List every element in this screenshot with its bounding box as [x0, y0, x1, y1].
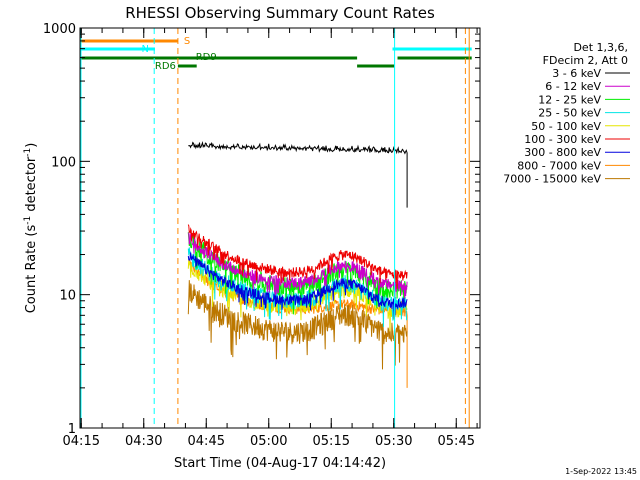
series-line-6-12-kev — [187, 232, 408, 299]
x-tick-label: 04:45 — [188, 434, 225, 449]
y-tick-label: 100 — [51, 155, 76, 170]
series-layer — [187, 140, 408, 388]
axis-ticks: 04:15 04:30 04:45 05:00 05:15 05:30 05:45 1 10 10… — [43, 22, 480, 449]
series-line-300-800-kev — [187, 252, 408, 320]
y-axis-label-sup2: -1 — [23, 148, 33, 157]
x-tick-label: 05:15 — [313, 434, 350, 449]
series-line-25-50-kev — [187, 247, 408, 328]
x-axis-label: Start Time (04-Aug-17 04:14:42) — [174, 456, 386, 471]
series-line-3-6-kev — [188, 140, 408, 208]
series-line-7000-15000-kev — [187, 280, 408, 370]
x-tick-label: 04:30 — [125, 434, 162, 449]
night-bar-label: N — [142, 44, 149, 55]
footer-timestamp: 1-Sep-2022 13:45 — [565, 467, 637, 476]
legend-entry-label: 100 - 300 keV — [524, 133, 601, 146]
y-axis-label-part1: Count Rate (s — [24, 225, 39, 314]
chart-title: RHESSI Observing Summary Count Rates — [125, 4, 435, 22]
y-axis-label-part2: detector — [24, 156, 39, 216]
state-bars-layer: S N RD9 RD6 — [80, 36, 472, 72]
x-tick-label: 05:45 — [438, 434, 475, 449]
legend-entry-label: 25 - 50 keV — [538, 107, 601, 120]
legend-entry-label: 50 - 100 keV — [531, 120, 601, 133]
legend-entry-label: 800 - 7000 keV — [517, 159, 601, 172]
vertical-markers-layer — [80, 28, 470, 428]
legend-entry-label: 7000 - 15000 keV — [503, 173, 601, 186]
y-tick-label: 10 — [59, 289, 76, 304]
y-tick-label: 1 — [68, 422, 76, 437]
plot-frame — [79, 27, 481, 429]
legend-entry-label: 6 - 12 keV — [545, 80, 601, 93]
series-line-100-300-kev — [187, 224, 408, 289]
y-axis-label-sup1: -1 — [23, 216, 33, 225]
saa-bar-label: RD9 — [196, 52, 217, 63]
legend-entry-label: 3 - 6 keV — [552, 67, 601, 80]
x-tick-label: 05:00 — [250, 434, 287, 449]
x-tick-label: 05:30 — [375, 434, 412, 449]
legend-header-detectors: Det 1,3,6, — [573, 41, 628, 54]
y-tick-label: 1000 — [43, 22, 76, 37]
legend-entry-label: 300 - 800 keV — [524, 146, 601, 159]
rd6-bar-label: RD6 — [155, 61, 176, 72]
legend-entry-label: 12 - 25 keV — [538, 93, 601, 106]
y-axis-label-part3: ) — [24, 143, 39, 148]
legend-header-decimation: FDecim 2, Att 0 — [543, 54, 628, 67]
x-tick-label: 04:15 — [63, 434, 100, 449]
attenuator-bar-label: S — [184, 36, 190, 47]
y-axis-label: Count Rate (s-1 detector-1) — [23, 143, 39, 314]
